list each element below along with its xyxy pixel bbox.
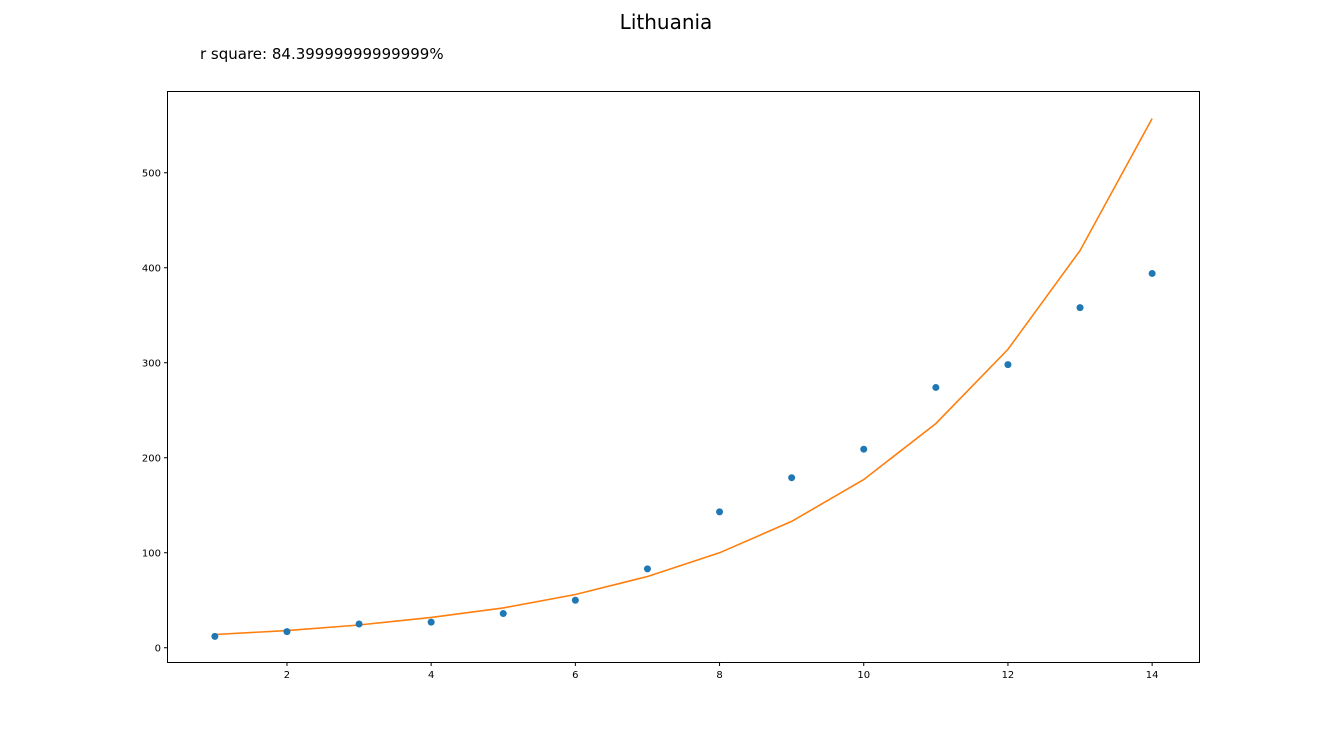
data-point xyxy=(788,474,796,482)
y-tick-label: 200 xyxy=(142,453,161,464)
data-point xyxy=(571,596,579,604)
y-axis-ticks: 0 100 200 300 400 500 xyxy=(142,168,168,654)
data-point xyxy=(427,618,435,626)
y-tick-label: 100 xyxy=(142,548,161,559)
x-tick-label: 4 xyxy=(428,670,434,681)
x-tick-label: 10 xyxy=(857,670,870,681)
x-tick-label: 12 xyxy=(1002,670,1015,681)
y-tick-label: 400 xyxy=(142,263,161,274)
data-point xyxy=(860,445,868,453)
data-point xyxy=(932,383,940,391)
x-tick-label: 14 xyxy=(1146,670,1159,681)
data-point xyxy=(1004,361,1012,369)
series-layer xyxy=(211,118,1156,640)
x-axis-ticks: 2 4 6 8 10 12 14 xyxy=(284,662,1159,681)
data-point xyxy=(716,508,724,516)
plot-area-frame xyxy=(167,91,1200,663)
y-tick-label: 0 xyxy=(155,643,161,654)
fit-curve-line xyxy=(214,118,1153,636)
data-point xyxy=(211,632,219,640)
y-tick-label: 500 xyxy=(142,168,161,179)
data-point xyxy=(1148,269,1156,277)
data-point xyxy=(1076,304,1084,312)
x-tick-label: 8 xyxy=(716,670,722,681)
data-point xyxy=(643,565,651,573)
y-tick-label: 300 xyxy=(142,358,161,369)
data-point xyxy=(355,620,363,628)
data-point xyxy=(283,628,291,636)
chart-title: Lithuania xyxy=(619,10,713,34)
x-tick-label: 2 xyxy=(284,670,290,681)
x-tick-label: 6 xyxy=(572,670,578,681)
r-square-annotation: r square: 84.39999999999999% xyxy=(200,45,444,63)
data-point xyxy=(499,610,507,618)
